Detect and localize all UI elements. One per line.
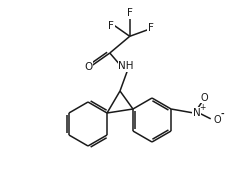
Text: F: F [147, 23, 153, 33]
Text: N: N [192, 108, 200, 118]
Text: -: - [220, 110, 223, 119]
Text: F: F [108, 21, 114, 31]
Text: F: F [126, 8, 132, 18]
Text: O: O [84, 62, 92, 72]
Text: NH: NH [118, 62, 133, 72]
Text: +: + [199, 103, 205, 112]
Text: O: O [213, 115, 220, 125]
Text: O: O [200, 93, 208, 103]
